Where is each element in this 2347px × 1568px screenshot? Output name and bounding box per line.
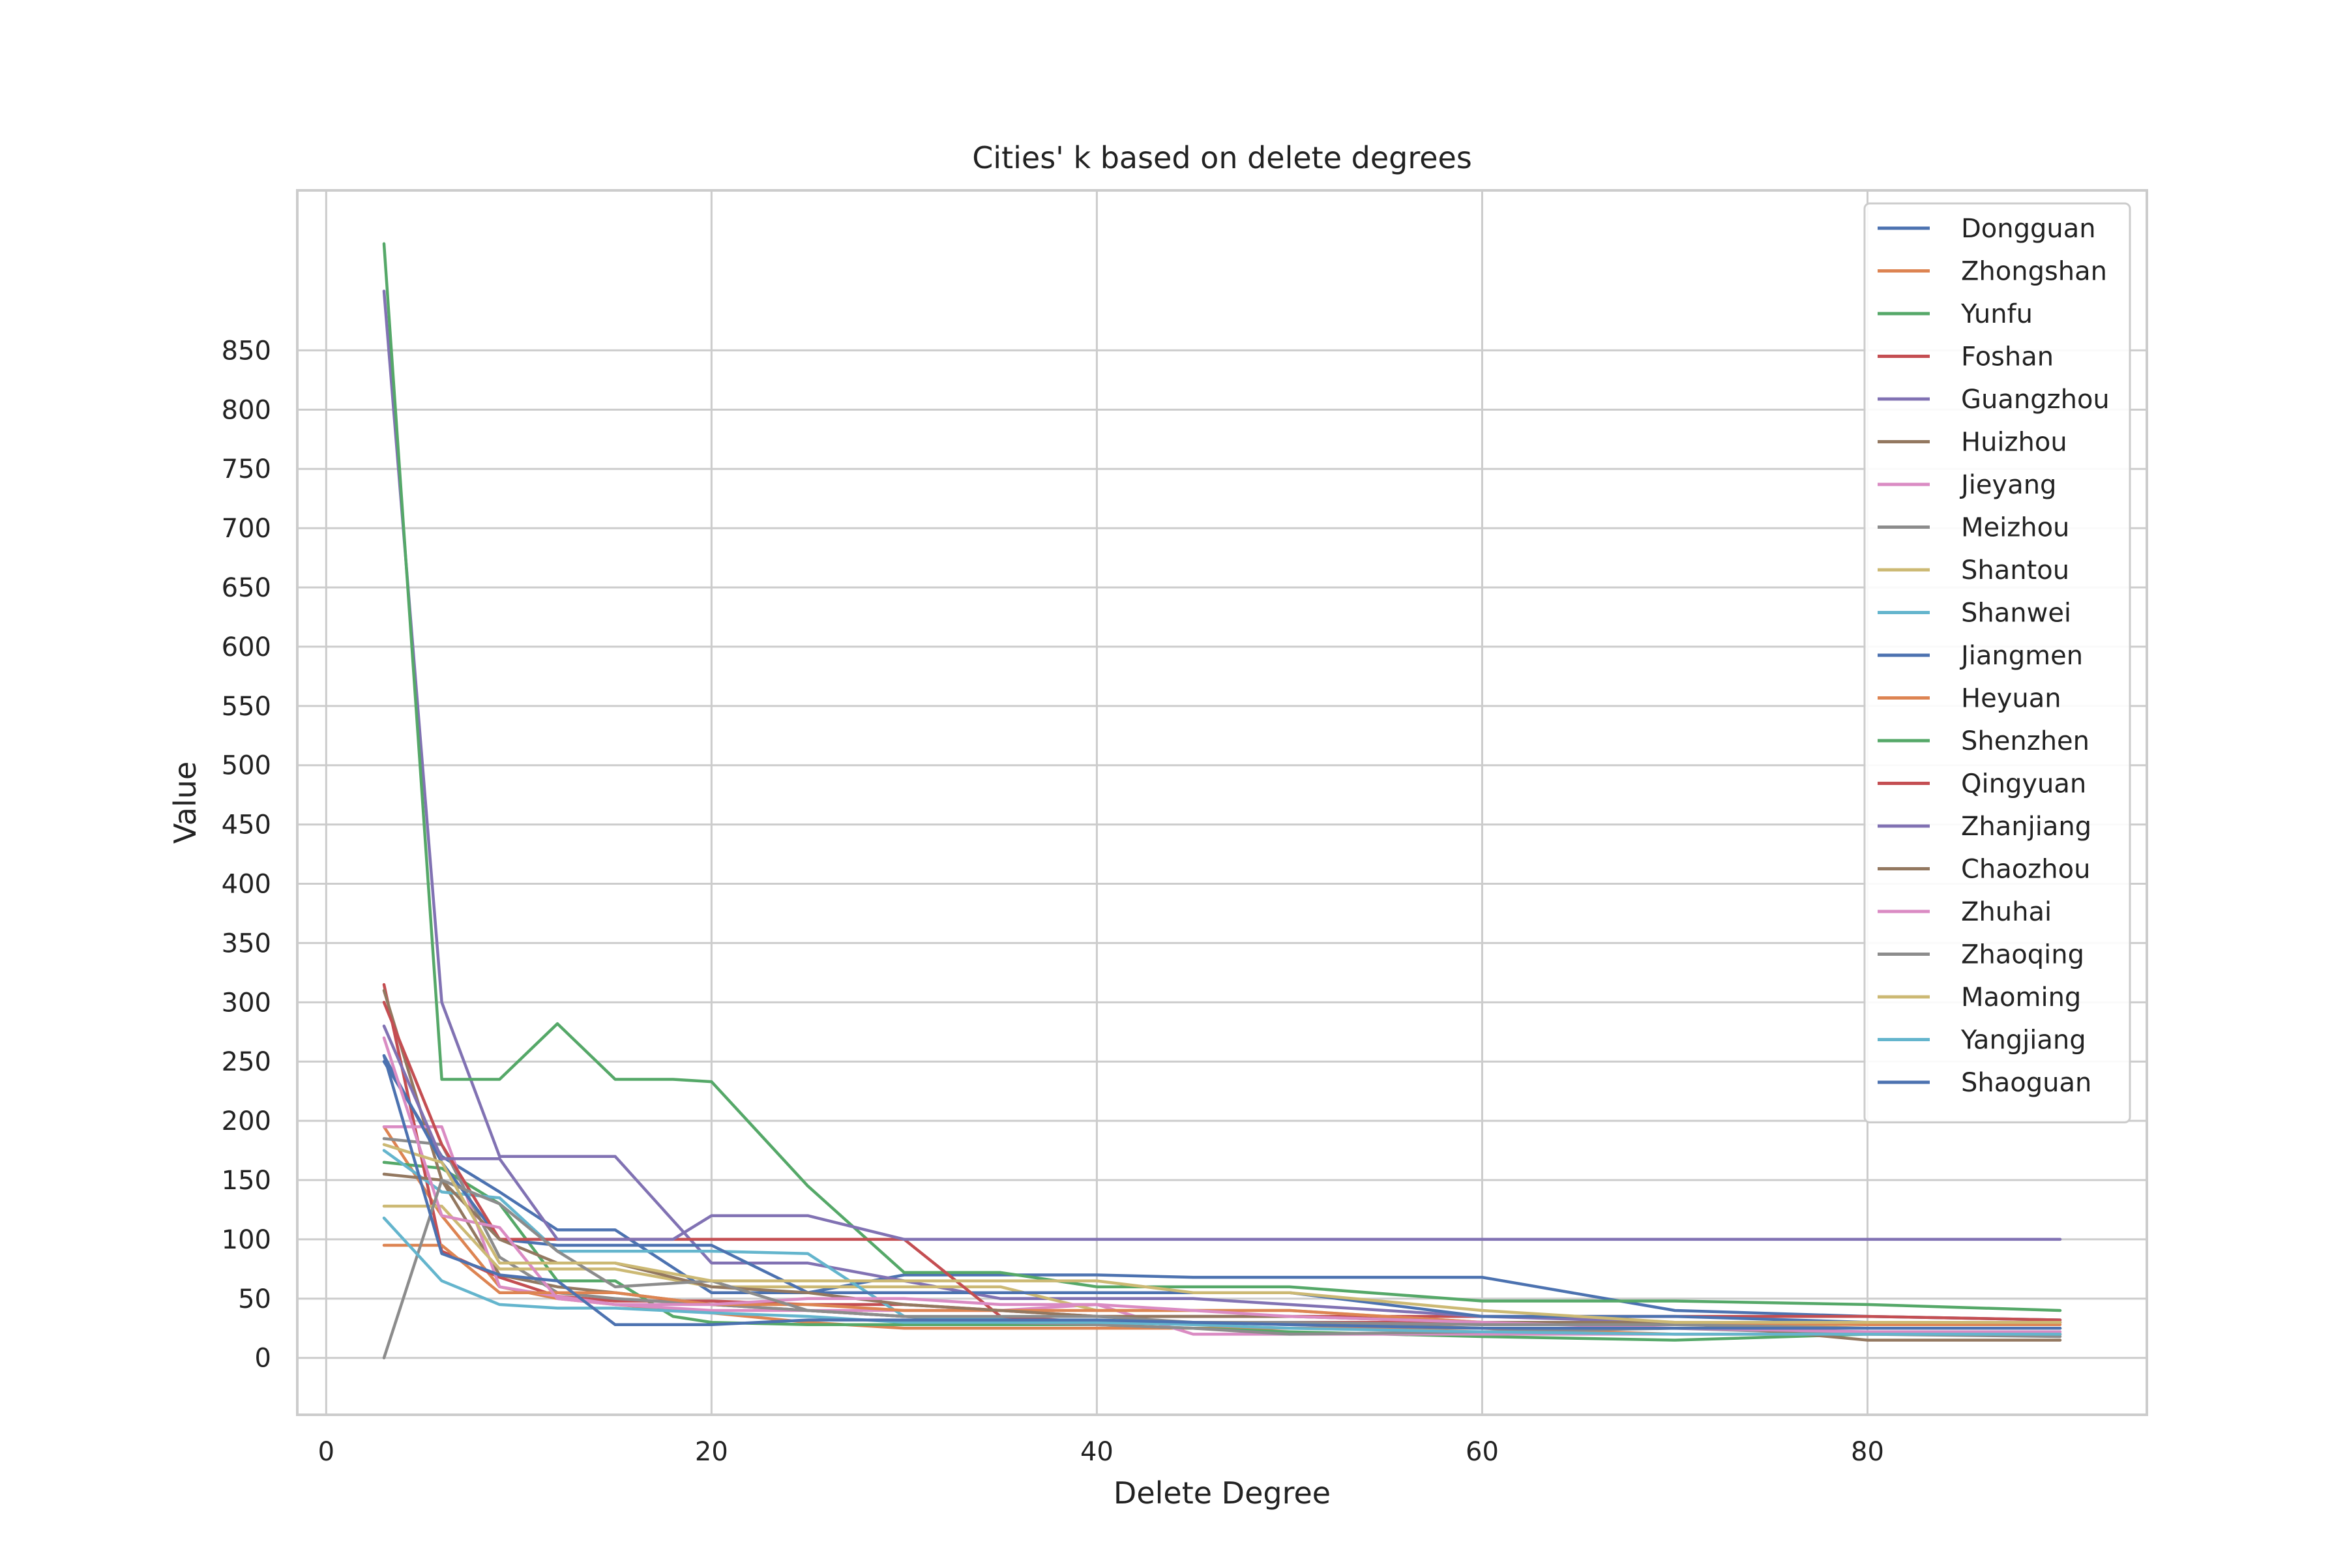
- series-line-chaozhou: [382, 1172, 2062, 1342]
- legend-label: Guangzhou: [1961, 385, 2110, 415]
- x-tick-label: 20: [695, 1437, 728, 1467]
- legend-label: Maoming: [1961, 983, 2081, 1013]
- series-line-zhanjiang: [382, 1024, 2062, 1241]
- legend-label: Shaoguan: [1961, 1068, 2091, 1098]
- legend-label: Shanwei: [1961, 599, 2071, 629]
- legend-label: Huizhou: [1961, 428, 2067, 458]
- plot-frame: [296, 189, 2148, 1416]
- x-tick-label: 60: [1466, 1437, 1499, 1467]
- series-line-dongguan: [382, 1059, 2062, 1322]
- y-tick-label: 200: [222, 1106, 271, 1136]
- y-tick-label: 600: [222, 632, 271, 662]
- y-tick-label: 700: [222, 514, 271, 544]
- x-tick-label: 80: [1851, 1437, 1884, 1467]
- grid: [297, 190, 2147, 1415]
- legend-label: Yangjiang: [1960, 1026, 2086, 1056]
- legend-label: Dongguan: [1961, 214, 2096, 244]
- legend-label: Qingyuan: [1961, 769, 2086, 799]
- y-tick-label: 400: [222, 870, 271, 900]
- legend-label: Zhanjiang: [1961, 812, 2091, 842]
- y-tick-label: 800: [222, 395, 271, 425]
- legend-label: Shantou: [1961, 555, 2069, 585]
- legend-box: [1863, 202, 2131, 1123]
- chart-title: Cities' k based on delete degrees: [972, 140, 1472, 175]
- legend-label: Heyuan: [1961, 684, 2061, 714]
- y-tick-label: 150: [222, 1166, 271, 1196]
- y-tick-label: 450: [222, 810, 271, 840]
- x-tick-label: 0: [318, 1437, 334, 1467]
- y-tick-label: 850: [222, 336, 271, 366]
- x-tick-label: 40: [1080, 1437, 1114, 1467]
- y-tick-label: 250: [222, 1047, 271, 1077]
- series-lines: [382, 242, 2062, 1359]
- y-tick-label: 50: [238, 1284, 271, 1314]
- series-line-shenzhen: [382, 242, 2062, 1312]
- y-axis-title: Value: [168, 762, 203, 844]
- y-tick-label: 300: [222, 988, 271, 1018]
- series-line-zhaoqing: [382, 1178, 2062, 1359]
- legend-label: Zhaoqing: [1961, 940, 2084, 970]
- series-line-yangjiang: [382, 1216, 2062, 1336]
- legend-label: Foshan: [1961, 342, 2054, 372]
- legend-label: Meizhou: [1961, 513, 2069, 543]
- y-tick-label: 750: [222, 454, 271, 484]
- legend-label: Zhongshan: [1961, 257, 2107, 287]
- y-tick-label: 650: [222, 573, 271, 603]
- y-tick-label: 500: [222, 751, 271, 781]
- series-line-shaoguan: [382, 1054, 2062, 1330]
- legend-label: Jieyang: [1959, 470, 2056, 500]
- legend-label: Chaozhou: [1961, 855, 2090, 885]
- y-tick-label: 100: [222, 1225, 271, 1255]
- legend: Dongguan Zhongshan Yunfu Foshan Guangzhou Hui…: [1863, 202, 2131, 1123]
- series-line-maoming: [382, 1143, 2062, 1324]
- y-tick-label: 550: [222, 692, 271, 722]
- y-tick-label: 0: [255, 1344, 271, 1374]
- series-line-guangzhou: [382, 289, 2062, 1324]
- x-axis-title: Delete Degree: [1114, 1475, 1331, 1511]
- legend-label: Shenzhen: [1961, 726, 2089, 756]
- legend-label: Jiangmen: [1959, 641, 2083, 671]
- y-tick-label: 350: [222, 928, 271, 958]
- legend-label: Yunfu: [1960, 299, 2033, 329]
- axis-ticks: 0 20 40 60 800501001502002503003504004505005…: [222, 336, 1884, 1467]
- legend-label: Zhuhai: [1961, 897, 2052, 927]
